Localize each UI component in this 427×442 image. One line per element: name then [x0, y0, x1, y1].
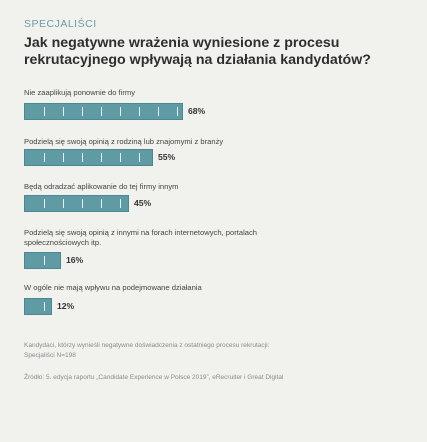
- bar-label-2: Podzielą się swoją opinią z rodziną lub …: [24, 137, 224, 146]
- bar-segment-divider: [44, 302, 45, 311]
- bar-label-5: W ogóle nie mają wpływu na podejmowane d…: [24, 283, 202, 292]
- bar-segment-divider: [44, 153, 45, 162]
- bar-segment-divider: [82, 199, 83, 208]
- bar-segment-divider: [101, 107, 102, 116]
- source-note: Źródło: 5. edycja raportu „Candidate Exp…: [24, 374, 284, 381]
- bar-value-label-3: 45%: [134, 198, 152, 208]
- bar-value-label-4: 16%: [66, 255, 84, 265]
- bar-5: [24, 298, 52, 315]
- bar-value-label-1: 68%: [188, 106, 206, 116]
- bar-segment-divider: [158, 107, 159, 116]
- bar-segment-divider: [120, 153, 121, 162]
- bar-segment-divider: [139, 153, 140, 162]
- bar-segment-divider: [101, 153, 102, 162]
- bar-segment-divider: [44, 256, 45, 265]
- bar-segment-divider: [82, 107, 83, 116]
- bar-1: [24, 103, 183, 120]
- bar-label-4: Podzielą się swoją opinią z innymi na fo…: [24, 228, 257, 247]
- bar-segment-divider: [63, 107, 64, 116]
- bar-segment-divider: [120, 199, 121, 208]
- bar-value-label-2: 55%: [158, 152, 176, 162]
- bar-segment-divider: [177, 107, 178, 116]
- bar-segment-divider: [44, 107, 45, 116]
- bar-label-3: Będą odradzać aplikowanie do tej firmy i…: [24, 182, 179, 191]
- bar-segment-divider: [101, 199, 102, 208]
- bar-segment-divider: [63, 153, 64, 162]
- bar-segment-divider: [44, 199, 45, 208]
- bar-3: [24, 195, 129, 212]
- sample-note-line2: Specjaliści N=198: [24, 352, 76, 359]
- sample-note-line1: Kandydaci, którzy wynieśli negatywne doś…: [24, 342, 270, 349]
- bar-segment-divider: [120, 107, 121, 116]
- bar-2: [24, 149, 153, 166]
- section-kicker: SPECJALIŚCI: [24, 18, 97, 30]
- bar-segment-divider: [82, 153, 83, 162]
- chart-title: Jak negatywne wrażenia wyniesione z proc…: [24, 35, 371, 68]
- bar-4: [24, 252, 61, 269]
- bar-label-1: Nie zaaplikują ponownie do firmy: [24, 88, 136, 97]
- bar-segment-divider: [139, 107, 140, 116]
- bar-value-label-5: 12%: [57, 301, 75, 311]
- bar-segment-divider: [63, 199, 64, 208]
